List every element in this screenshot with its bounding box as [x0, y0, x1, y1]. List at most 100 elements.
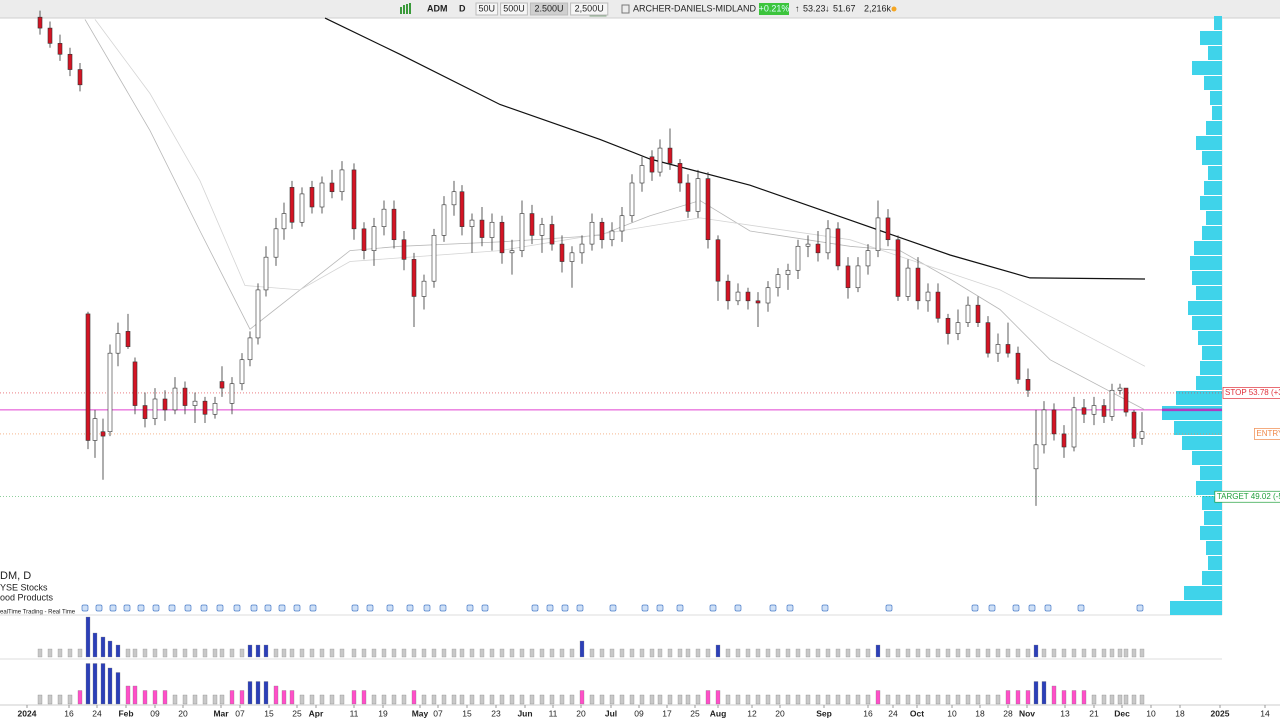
chart-type-icon[interactable] [400, 3, 411, 14]
candle-body [725, 280, 731, 302]
up-arrow: ↑ [795, 3, 800, 13]
x-tick-label: 20 [178, 708, 188, 718]
size-button[interactable] [529, 2, 569, 16]
candle-body [229, 383, 235, 404]
company-name: ARCHER-DANIELS-MIDLAND CO. [633, 3, 775, 13]
event-icon[interactable] [81, 604, 89, 612]
volume-profile-bar [1174, 421, 1222, 435]
event-icon[interactable] [309, 604, 317, 612]
volume-bar [755, 648, 761, 658]
event-icon[interactable] [439, 604, 447, 612]
size-label[interactable]: 2.500U [534, 3, 563, 13]
candle-body [845, 265, 851, 289]
volume-bar [855, 648, 861, 658]
indicator-bar [539, 694, 545, 705]
event-icon[interactable] [1136, 604, 1144, 612]
event-icon[interactable] [576, 604, 584, 612]
size-button[interactable] [475, 2, 499, 16]
x-tick-label: 18 [1175, 708, 1185, 718]
event-icon[interactable] [109, 604, 117, 612]
event-icon[interactable] [423, 604, 431, 612]
volume-bar [411, 648, 417, 658]
x-tick-label: Aug [710, 708, 727, 718]
volume-profile-bar [1208, 46, 1222, 60]
event-icon[interactable] [561, 604, 569, 612]
size-button[interactable] [500, 2, 528, 16]
candle-body [289, 187, 295, 223]
volume-bar [1091, 648, 1097, 658]
event-icon[interactable] [1044, 604, 1052, 612]
volume-profile-bar [1200, 196, 1222, 210]
indicator-bar [172, 694, 178, 705]
event-icon[interactable] [466, 604, 474, 612]
indicator-bar [705, 690, 711, 705]
event-icon[interactable] [769, 604, 777, 612]
volume-bar [469, 648, 475, 658]
event-icon[interactable] [216, 604, 224, 612]
event-icon[interactable] [123, 604, 131, 612]
x-tick-label: 11 [350, 708, 359, 718]
volume-bar [255, 644, 261, 658]
event-icon[interactable] [152, 604, 160, 612]
event-icon[interactable] [656, 604, 664, 612]
event-icon[interactable] [1077, 604, 1085, 612]
event-icon[interactable] [250, 604, 258, 612]
volume-profile-bar [1202, 346, 1222, 360]
volume-bar [795, 648, 801, 658]
event-icon[interactable] [168, 604, 176, 612]
candle-body [431, 235, 437, 282]
event-icon[interactable] [293, 604, 301, 612]
size-button[interactable] [570, 2, 609, 16]
x-tick-label: Apr [309, 708, 324, 718]
volume-bar [1033, 644, 1039, 658]
event-icon[interactable] [609, 604, 617, 612]
candle-body [479, 219, 485, 238]
event-icon[interactable] [278, 604, 286, 612]
candle-body [985, 322, 991, 354]
event-icon[interactable] [971, 604, 979, 612]
interval[interactable]: D [459, 3, 466, 13]
event-icon[interactable] [351, 604, 359, 612]
event-icon[interactable] [821, 604, 829, 612]
volume-bar [845, 648, 851, 658]
size-label[interactable]: 500U [503, 3, 525, 13]
event-icon[interactable] [264, 604, 272, 612]
event-icon[interactable] [734, 604, 742, 612]
event-icon[interactable] [988, 604, 996, 612]
event-icon[interactable] [233, 604, 241, 612]
indicator-bar [875, 690, 881, 705]
volume-bar [985, 648, 991, 658]
volume-bar [162, 648, 168, 658]
candle-body [391, 208, 397, 241]
event-icon[interactable] [531, 604, 539, 612]
event-icon[interactable] [546, 604, 554, 612]
event-icon[interactable] [406, 604, 414, 612]
indicator-bar [1131, 694, 1137, 705]
symbol[interactable]: ADM [427, 3, 448, 13]
event-icon[interactable] [1012, 604, 1020, 612]
volume-bar [815, 648, 821, 658]
event-icon[interactable] [137, 604, 145, 612]
candle-body [539, 224, 545, 236]
event-icon[interactable] [386, 604, 394, 612]
volume-bar [47, 648, 53, 658]
event-icon[interactable] [366, 604, 374, 612]
event-icon[interactable] [200, 604, 208, 612]
indicator-bar [755, 694, 761, 705]
event-icon[interactable] [885, 604, 893, 612]
size-label[interactable]: 2,500U [575, 3, 604, 13]
volume-bar [57, 648, 63, 658]
event-icon[interactable] [481, 604, 489, 612]
candle-body [677, 163, 683, 184]
indicator-bar [115, 672, 121, 705]
event-icon[interactable] [709, 604, 717, 612]
event-icon[interactable] [95, 604, 103, 612]
event-icon[interactable] [786, 604, 794, 612]
event-icon[interactable] [641, 604, 649, 612]
event-icon[interactable] [676, 604, 684, 612]
volume-profile-bar [1202, 226, 1222, 240]
info-icon[interactable] [621, 4, 630, 14]
size-label[interactable]: 50U [479, 3, 496, 13]
event-icon[interactable] [1028, 604, 1036, 612]
event-icon[interactable] [184, 604, 192, 612]
